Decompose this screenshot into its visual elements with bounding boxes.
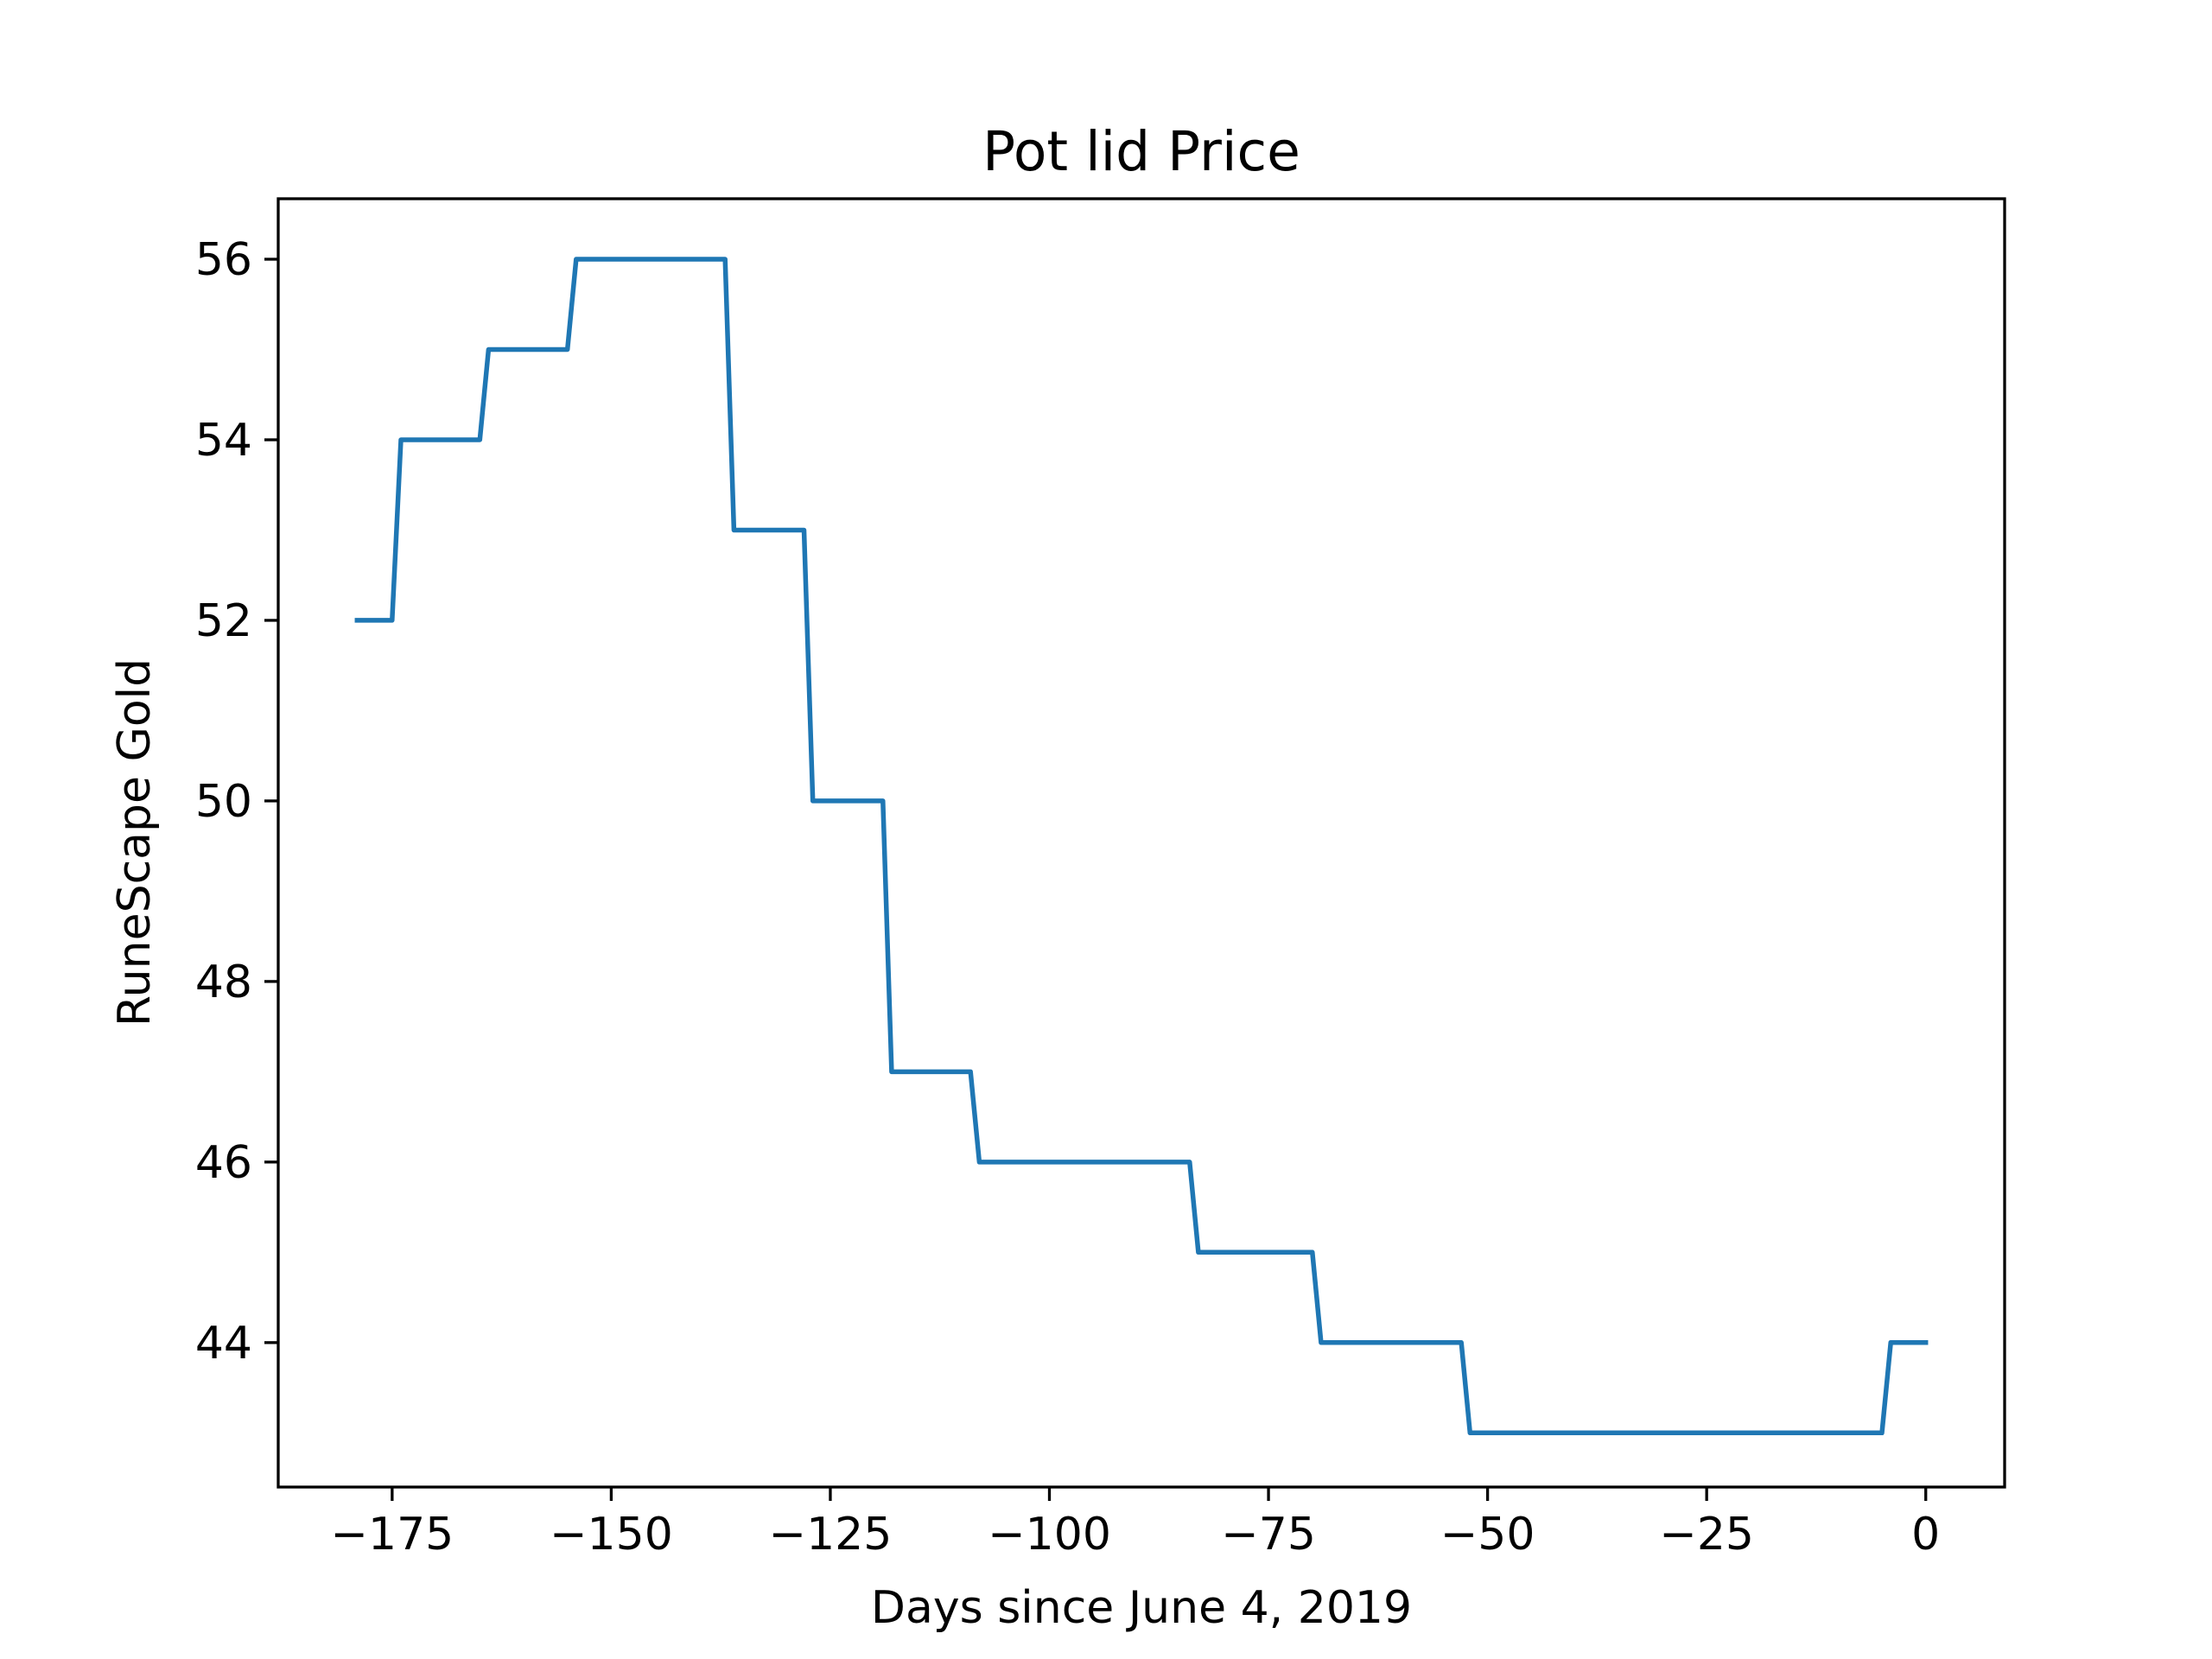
- y-tick-label: 56: [195, 234, 252, 286]
- y-tick-label: 44: [195, 1318, 252, 1370]
- x-tick-label: −25: [1659, 1509, 1754, 1560]
- x-tick-label: 0: [1911, 1509, 1940, 1560]
- series-line-0: [354, 257, 1929, 1436]
- y-tick-label: 46: [195, 1137, 252, 1189]
- plot-series: [354, 257, 1929, 1436]
- y-tick-label: 48: [195, 957, 252, 1008]
- y-tick-label: 50: [195, 776, 252, 828]
- x-axis-ticks: −175 −150 −125 −100 −75 −50 −25 0: [330, 1487, 1940, 1560]
- x-tick-label: −150: [550, 1509, 673, 1560]
- chart-title: Pot lid Price: [982, 120, 1300, 183]
- y-tick-label: 54: [195, 415, 252, 467]
- y-tick-label: 52: [195, 595, 252, 647]
- x-tick-label: −50: [1440, 1509, 1535, 1560]
- plot-frame: [276, 197, 2006, 1489]
- x-tick-label: −75: [1221, 1509, 1316, 1560]
- y-axis-label: RuneScape Gold: [109, 658, 161, 1027]
- x-tick-label: −100: [988, 1509, 1111, 1560]
- x-tick-label: −125: [769, 1509, 893, 1560]
- x-tick-label: −175: [330, 1509, 454, 1560]
- y-axis-ticks: 44 46 48 50 52 54 56: [195, 234, 278, 1370]
- x-axis-label: Days since June 4, 2019: [871, 1582, 1412, 1634]
